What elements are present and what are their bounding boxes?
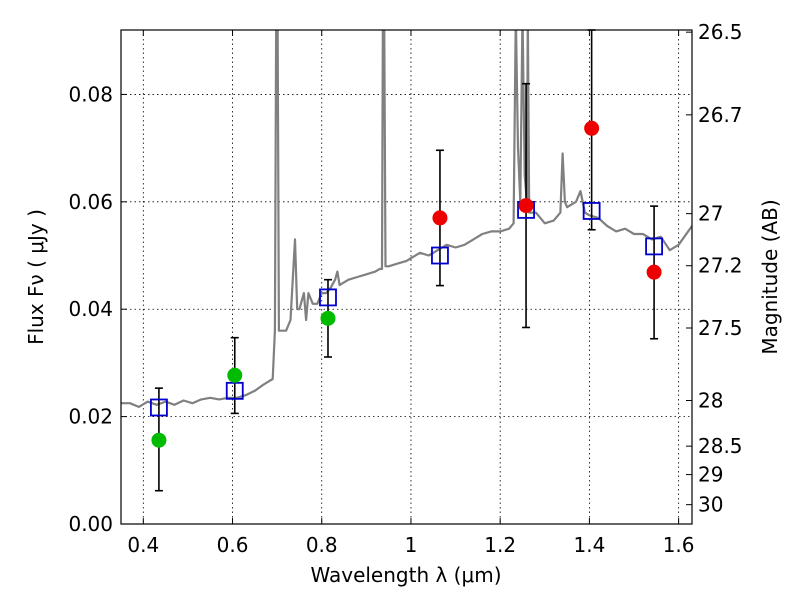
x-tick-label: 1.6 [663,533,695,557]
y2-tick-label: 27.2 [698,254,743,278]
plot-frame [120,29,693,525]
x-tick-label: 0.4 [127,533,159,557]
y2-tick-label: 28 [698,389,723,413]
y2-tick-label: 27.5 [698,316,743,340]
y-tick-label: 0.04 [68,297,113,321]
plot-background [121,30,692,524]
green-point [151,432,167,448]
x-tick-label: 1.2 [484,533,516,557]
model-point [431,246,449,265]
y2-tick-label: 28.5 [698,434,743,458]
y2-axis-ticks: 26.5 26.7 27 27.2 27.5 28 28.5 29 30 [686,20,743,517]
model-point [319,288,337,307]
x-tick-label: 1.4 [573,533,605,557]
green-point [320,310,336,326]
y-tick-label: 0.08 [68,82,113,106]
model-point [150,398,168,417]
y2-tick-label: 30 [698,493,723,517]
x-tick-label: 0.8 [306,533,338,557]
model-point [645,237,663,256]
y-tick-label: 0.02 [68,405,113,429]
x-axis-label: Wavelength λ (μm) [310,563,501,587]
model-points [150,200,663,417]
y-axis-label: Flux Fν ( μJy ) [24,209,48,345]
y2-tick-label: 29 [698,463,723,487]
x-tick-label: 1 [405,533,418,557]
grid [121,30,692,524]
red-point [518,198,534,214]
y-axis-ticks: 0.00 0.02 0.04 0.06 0.08 [68,82,127,536]
red-point [646,264,662,280]
model-point [225,381,244,400]
y2-tick-label: 27 [698,202,723,226]
x-tick-label: 0.6 [217,533,249,557]
y2-tick-label: 26.7 [698,103,743,127]
green-point [227,367,243,383]
model-point [582,202,601,220]
y2-tick-label: 26.5 [698,20,743,44]
spectrum-line [121,30,692,408]
red-point [584,120,600,136]
y-tick-label: 0.06 [68,190,113,214]
y-tick-label: 0.00 [68,512,113,536]
red-point [432,210,448,226]
x-axis-ticks: 0.4 0.6 0.8 1 1.2 1.4 1.6 [127,30,695,557]
y2-axis-label: Magnitude (AB) [758,199,782,354]
photometry-points [151,120,662,448]
